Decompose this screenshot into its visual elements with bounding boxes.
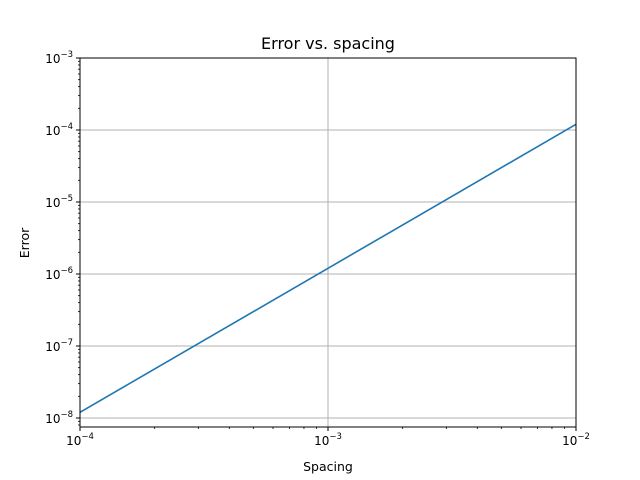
x-tick-label: 10−4 <box>66 432 94 448</box>
grid <box>79 57 577 427</box>
x-tick-label: 10−2 <box>562 432 590 448</box>
series-line <box>79 123 577 413</box>
y-tick-label: 10−7 <box>45 338 73 354</box>
y-tick-label: 10−5 <box>45 194 73 210</box>
chart-title: Error vs. spacing <box>261 34 395 53</box>
y-tick-label: 10−4 <box>45 122 73 138</box>
tick-labels: 10−4 10−3 10−2 10−8 10−7 10−6 10−5 10−4 10−3 <box>45 50 590 448</box>
series-layer <box>79 123 577 413</box>
y-axis-label: Error <box>17 227 32 258</box>
x-tick-label: 10−3 <box>314 432 342 448</box>
y-tick-label: 10−3 <box>45 50 73 66</box>
y-tick-label: 10−6 <box>45 266 73 282</box>
x-axis-label: Spacing <box>303 459 353 474</box>
y-tick-label: 10−8 <box>45 410 73 426</box>
ticks <box>76 57 577 431</box>
